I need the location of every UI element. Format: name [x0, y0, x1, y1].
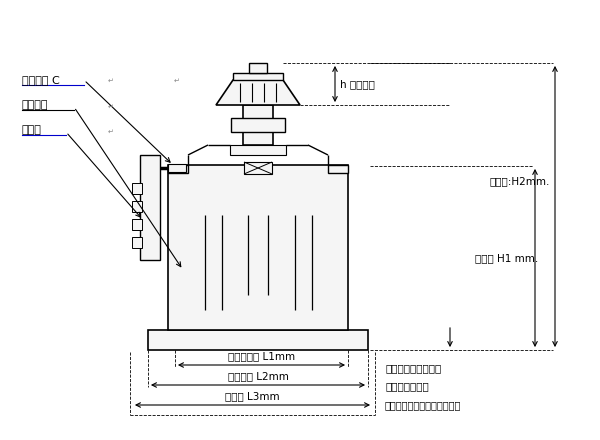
Bar	[249, 63, 267, 73]
Bar	[231, 118, 285, 132]
Text: 中心柱高度可以改动: 中心柱高度可以改动	[385, 363, 441, 373]
Text: h 手轮高度: h 手轮高度	[340, 79, 375, 89]
Bar	[132, 201, 142, 212]
Text: 总宽度 L3mm: 总宽度 L3mm	[225, 391, 280, 401]
Bar	[140, 155, 160, 260]
Bar	[230, 145, 286, 155]
Text: 恒压电刷 C: 恒压电刷 C	[22, 75, 60, 85]
Bar	[148, 330, 368, 350]
Bar	[244, 162, 272, 174]
Bar	[132, 237, 142, 248]
Text: 单层线包: 单层线包	[22, 100, 49, 110]
Bar	[168, 164, 186, 172]
Bar	[243, 105, 273, 145]
Text: ↵: ↵	[108, 104, 114, 110]
Text: 总高度 H1 mm.: 总高度 H1 mm.	[475, 253, 538, 263]
Text: ↵: ↵	[174, 78, 180, 84]
Polygon shape	[216, 80, 300, 105]
Text: 安装孔距离 L1mm: 安装孔距离 L1mm	[228, 351, 295, 361]
Text: ↵: ↵	[108, 78, 114, 84]
Bar	[233, 73, 283, 80]
Text: （包括接线板和接线柱端子）: （包括接线板和接线柱端子）	[385, 400, 461, 410]
Bar	[168, 165, 348, 330]
Text: 底座宽度 L2mm: 底座宽度 L2mm	[227, 371, 289, 381]
Text: 总高度:H2mm.: 总高度:H2mm.	[490, 176, 550, 187]
Bar	[132, 219, 142, 230]
Text: 正方形安装底座: 正方形安装底座	[385, 381, 429, 391]
Bar	[168, 165, 188, 173]
Bar	[328, 165, 348, 173]
Text: 接线板: 接线板	[22, 125, 42, 135]
Text: ↵: ↵	[108, 129, 114, 135]
Bar	[132, 183, 142, 194]
